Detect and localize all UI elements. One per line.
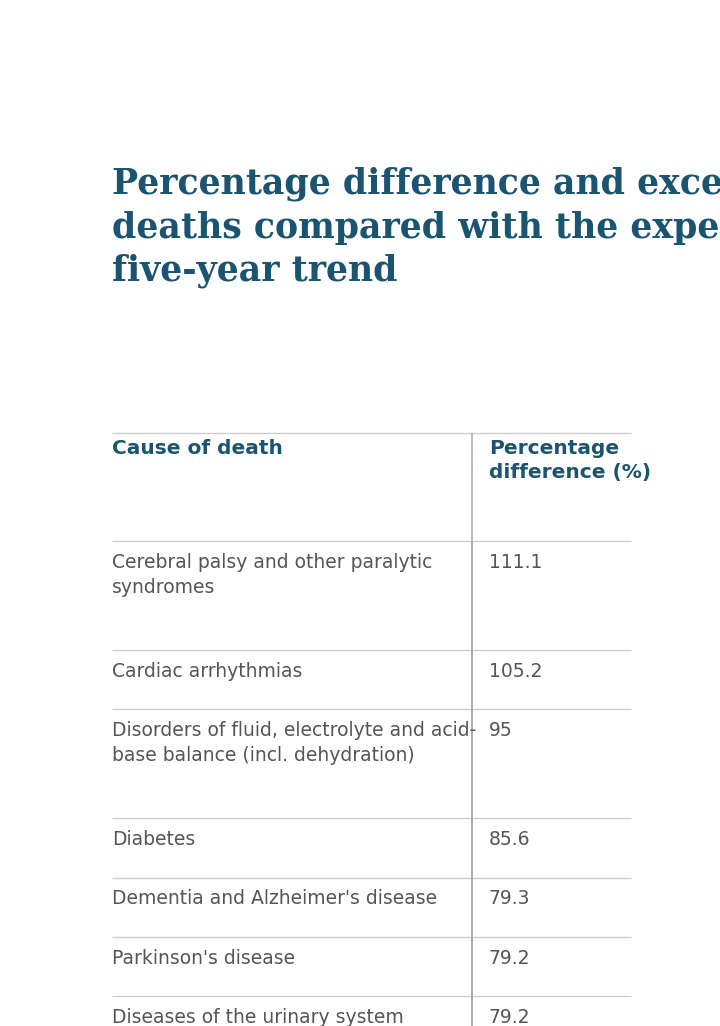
Text: 105.2: 105.2 xyxy=(489,662,542,681)
Text: Diseases of the urinary system: Diseases of the urinary system xyxy=(112,1008,404,1026)
Text: Disorders of fluid, electrolyte and acid-
base balance (incl. dehydration): Disorders of fluid, electrolyte and acid… xyxy=(112,721,477,765)
Text: Cerebral palsy and other paralytic
syndromes: Cerebral palsy and other paralytic syndr… xyxy=(112,553,433,597)
Text: 79.3: 79.3 xyxy=(489,890,531,908)
Text: 95: 95 xyxy=(489,721,513,740)
Text: Dementia and Alzheimer's disease: Dementia and Alzheimer's disease xyxy=(112,890,438,908)
Text: Percentage difference and excess
deaths compared with the expected
five-year tre: Percentage difference and excess deaths … xyxy=(112,166,720,288)
Text: 79.2: 79.2 xyxy=(489,949,531,968)
Text: Percentage
difference (%): Percentage difference (%) xyxy=(489,439,651,482)
Text: 79.2: 79.2 xyxy=(489,1008,531,1026)
Text: Cause of death: Cause of death xyxy=(112,439,283,459)
Text: Parkinson's disease: Parkinson's disease xyxy=(112,949,295,968)
Text: 111.1: 111.1 xyxy=(489,553,542,571)
Text: Diabetes: Diabetes xyxy=(112,830,196,850)
Text: Cardiac arrhythmias: Cardiac arrhythmias xyxy=(112,662,302,681)
Text: 85.6: 85.6 xyxy=(489,830,531,850)
